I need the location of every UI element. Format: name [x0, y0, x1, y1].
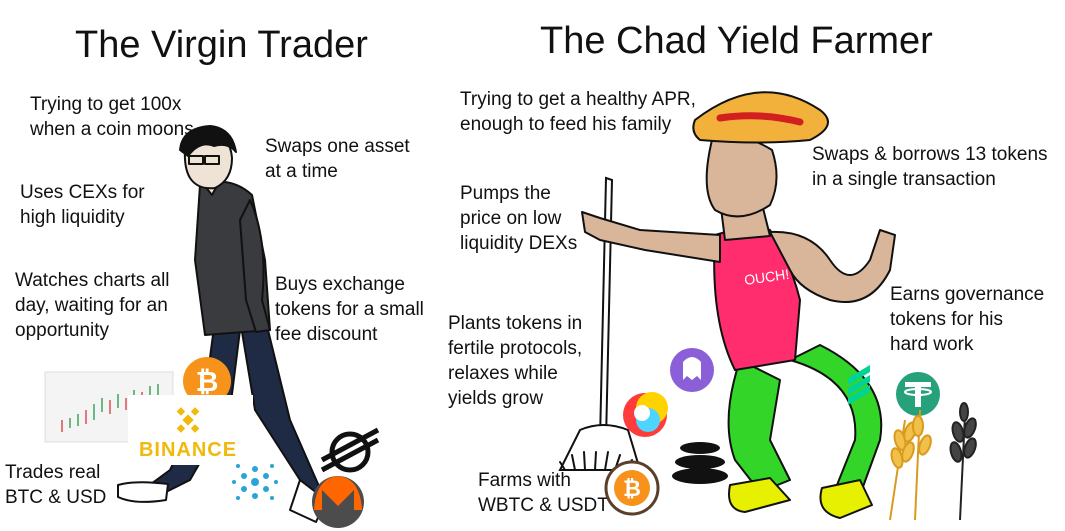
caption-plants-tokens: Plants tokens in fertile protocols, rela… [448, 313, 583, 409]
svg-text:₿: ₿ [196, 366, 219, 397]
caption-buys-exchange: Buys exchange tokens for a small fee dis… [275, 274, 424, 345]
stack-logo [672, 442, 728, 484]
wheat-dark-icon [949, 402, 977, 521]
caption-earns-gov: Earns governance tokens for his hard wor… [890, 284, 1045, 355]
caption-healthy-apr: Trying to get a healthy APR, enough to f… [460, 89, 696, 135]
caption-swaps-one: Swaps one asset at a time [265, 136, 410, 182]
svg-text:₿: ₿ [623, 476, 641, 501]
caption-farms-with: Farms with WBTC & USDT [478, 470, 609, 516]
caption-watches-charts: Watches charts all day, waiting for an o… [15, 270, 170, 341]
curve-logo [623, 392, 668, 437]
chad-farmer-figure: OUCH! [581, 91, 896, 519]
shirt-text: OUCH! [743, 266, 790, 288]
virgin-trader-title: The Virgin Trader [75, 24, 368, 66]
caption-uses-cex: Uses CEXs for high liquidity [20, 182, 145, 228]
binance-label: BINANCE [139, 439, 237, 461]
compound-logo [848, 365, 870, 405]
stellar-logo [320, 427, 380, 473]
tether-logo [896, 372, 940, 416]
monero-logo [312, 476, 364, 528]
caption-trades-real: Trades real BTC & USD [5, 462, 107, 508]
aave-ghost-logo [670, 348, 714, 392]
wbtc-logo: ₿ [604, 460, 660, 516]
binance-logo: BINANCE [128, 395, 253, 465]
bitcoin-logo: ₿ [183, 357, 231, 405]
chad-farmer-title: The Chad Yield Farmer [540, 20, 933, 62]
caption-get-100x: Trying to get 100x when a coin moons [30, 94, 194, 140]
wheat-golden-icon [889, 409, 932, 521]
caption-pumps-price: Pumps the price on low liquidity DEXs [460, 183, 578, 254]
caption-swaps-borrows: Swaps & borrows 13 tokens in a single tr… [812, 144, 1048, 190]
rake [558, 176, 642, 471]
cardano-logo [232, 464, 278, 500]
